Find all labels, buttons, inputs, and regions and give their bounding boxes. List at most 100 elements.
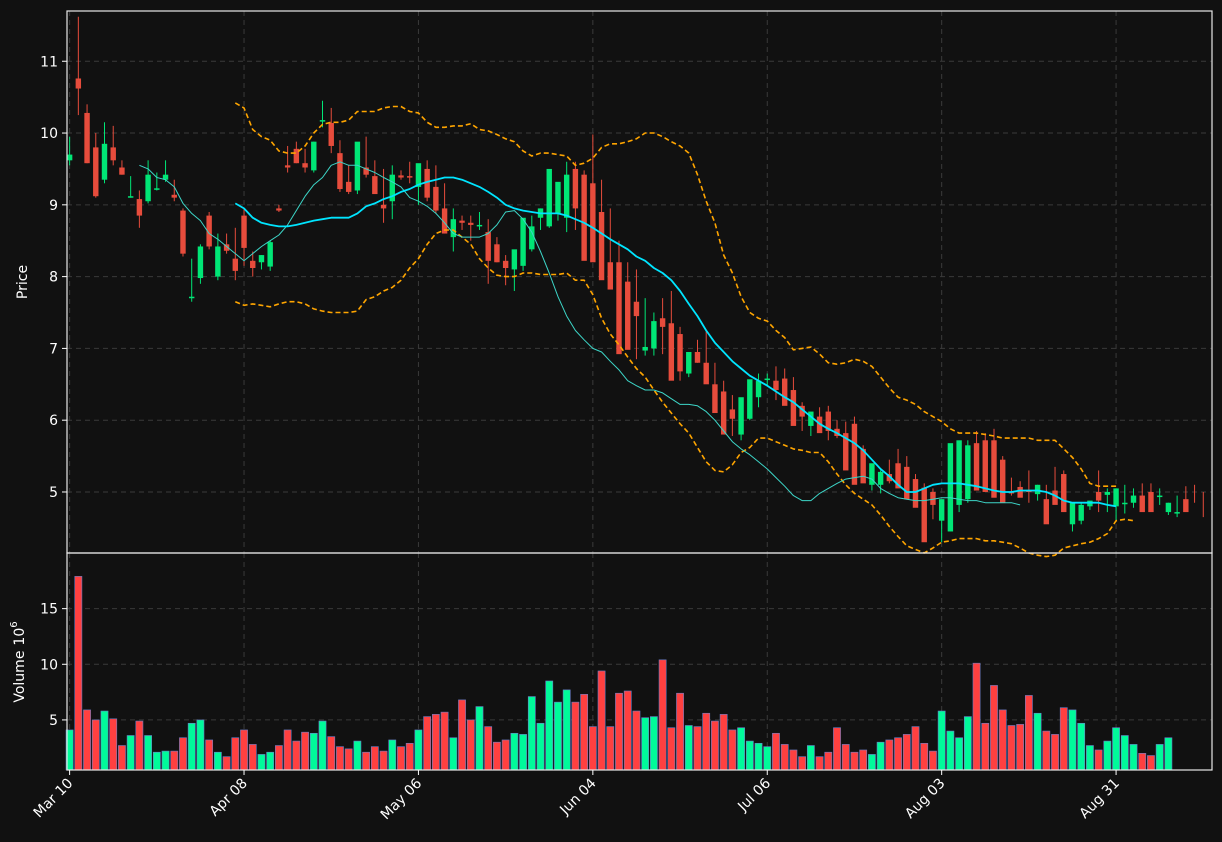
volume-bar [658, 659, 667, 771]
price-tick-label: 6 [49, 413, 58, 429]
volume-bar [894, 737, 902, 771]
volume-bar [266, 751, 275, 771]
candle-body [380, 204, 387, 209]
volume-bar [1033, 712, 1042, 771]
candle-body [267, 242, 273, 267]
volume-panel-frame [66, 552, 1213, 771]
volume-bar [650, 716, 658, 771]
candle-body [250, 260, 256, 269]
candle-body [215, 246, 221, 277]
candle-body [555, 181, 561, 214]
candle-body [1113, 488, 1119, 507]
volume-tick-label: 10 [40, 657, 58, 673]
candle-body [921, 487, 927, 543]
volume-bars [65, 576, 1173, 771]
volume-bar [135, 720, 144, 771]
volume-bar [283, 729, 292, 771]
volume-bar [527, 696, 536, 771]
candle-body [956, 440, 962, 505]
volume-bar [728, 729, 737, 771]
candle-body [651, 321, 657, 349]
volume-tick-label: 5 [49, 713, 58, 729]
volume-bar [1120, 735, 1129, 771]
candle-body [825, 411, 832, 431]
volume-bar [920, 742, 929, 771]
candle-body [642, 346, 648, 351]
volume-bar [370, 746, 379, 771]
volume-bar [126, 735, 135, 771]
volume-bar [946, 730, 955, 771]
candle-body [747, 379, 753, 419]
volume-bar [1129, 744, 1138, 771]
volume-bar [798, 756, 807, 771]
candle-body [398, 175, 404, 178]
volume-bar [1077, 722, 1086, 771]
volume-bar [911, 726, 920, 771]
volume-bar [222, 756, 231, 771]
volume-bar [493, 741, 501, 771]
candle-body [616, 262, 622, 355]
candle-body [773, 380, 779, 391]
volume-bar [1112, 727, 1120, 771]
candle-body [703, 362, 709, 385]
volume-bar [1086, 745, 1094, 771]
candle-body [511, 249, 518, 270]
volume-bar [362, 751, 370, 771]
volume-bar [632, 710, 641, 771]
volume-bar [179, 737, 187, 771]
volume-bar [353, 740, 362, 771]
volume-bar [379, 750, 388, 771]
candle-body [476, 224, 483, 227]
volume-bar [196, 719, 205, 771]
candle-body [572, 168, 579, 209]
volume-bar [1147, 755, 1155, 771]
volume-bar [292, 740, 301, 771]
volume-bar [405, 742, 414, 771]
candle-body [284, 165, 291, 168]
volume-bar [963, 716, 972, 771]
price-tick-label: 8 [49, 270, 58, 286]
candle-body [633, 301, 640, 317]
candle-body [328, 122, 334, 146]
volume-bar [719, 714, 728, 771]
candle-body [450, 219, 457, 238]
volume-bar [536, 722, 545, 771]
price-tick-label: 11 [40, 54, 58, 70]
indicator-lines [139, 102, 1134, 558]
candle-body [1156, 495, 1163, 498]
volume-bar [684, 725, 693, 771]
volume-bar [344, 748, 353, 771]
candle-body [180, 210, 186, 254]
candle-body [1174, 512, 1180, 514]
volume-bar [205, 739, 214, 771]
volume-bar [510, 732, 519, 771]
volume-bar [693, 726, 702, 771]
candle-body [293, 148, 300, 164]
candle-body [354, 141, 361, 191]
volume-bar [772, 732, 780, 771]
volume-bar [815, 756, 824, 771]
candle-body [851, 423, 858, 485]
volume-bar [423, 716, 432, 771]
candle-body [973, 443, 980, 491]
candle-body [930, 491, 936, 505]
candle-body [1122, 502, 1128, 505]
candle-body [843, 433, 849, 471]
candle-body [433, 186, 439, 211]
candle-body [790, 390, 797, 426]
volume-bar [466, 719, 475, 771]
volume-bar [301, 731, 309, 771]
candle-body [407, 176, 413, 178]
volume-bar [545, 680, 554, 771]
volume-bar [318, 720, 327, 771]
volume-bar [458, 699, 466, 771]
volume-bar [824, 751, 833, 771]
candle-body [389, 174, 395, 202]
candle-body [127, 196, 134, 198]
volume-bar [937, 710, 946, 771]
candle-body [808, 411, 814, 426]
volume-bar [440, 711, 449, 771]
volume-bar [641, 717, 650, 771]
candle-body [485, 232, 491, 261]
